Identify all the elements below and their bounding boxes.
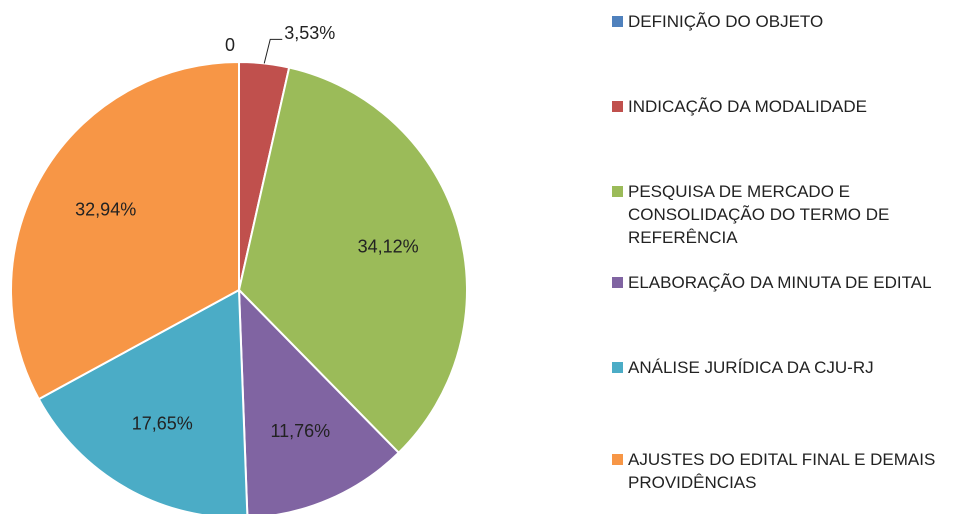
legend-item: INDICAÇÃO DA MODALIDADE bbox=[612, 95, 962, 118]
legend-swatch bbox=[612, 454, 623, 465]
legend-item: PESQUISA DE MERCADO E CONSOLIDAÇÃO DO TE… bbox=[612, 180, 962, 249]
legend-swatch bbox=[612, 277, 623, 288]
legend-swatch bbox=[612, 186, 623, 197]
legend-label: PESQUISA DE MERCADO E CONSOLIDAÇÃO DO TE… bbox=[628, 182, 890, 247]
data-label: 11,76% bbox=[270, 421, 330, 441]
data-label: 3,53% bbox=[284, 23, 335, 43]
leader-line bbox=[263, 38, 283, 64]
pie-area: 0 3,53% 34,12% 11,76% 17,65% 32,94% bbox=[10, 23, 468, 514]
legend-label: ANÁLISE JURÍDICA DA CJU-RJ bbox=[628, 358, 874, 377]
data-label: 17,65% bbox=[132, 413, 193, 433]
legend-label: ELABORAÇÃO DA MINUTA DE EDITAL bbox=[628, 273, 932, 292]
pie-slice bbox=[237, 66, 468, 455]
legend-label: INDICAÇÃO DA MODALIDADE bbox=[628, 97, 867, 116]
legend-label: DEFINIÇÃO DO OBJETO bbox=[628, 12, 824, 31]
legend-item: DEFINIÇÃO DO OBJETO bbox=[612, 10, 962, 33]
legend-swatch bbox=[612, 362, 623, 373]
data-label: 34,12% bbox=[358, 236, 419, 256]
pie-slice bbox=[237, 287, 401, 514]
legend-item: AJUSTES DO EDITAL FINAL E DEMAIS PROVIDÊ… bbox=[612, 448, 962, 494]
legend-swatch bbox=[612, 16, 623, 27]
legend-item: ELABORAÇÃO DA MINUTA DE EDITAL bbox=[612, 271, 962, 294]
legend-label: AJUSTES DO EDITAL FINAL E DEMAIS PROVIDÊ… bbox=[628, 450, 936, 492]
pie-slice bbox=[10, 60, 240, 401]
data-label: 32,94% bbox=[75, 200, 136, 220]
legend-item: ANÁLISE JURÍDICA DA CJU-RJ bbox=[612, 356, 962, 379]
legend-swatch bbox=[612, 101, 623, 112]
pie-slice bbox=[37, 288, 249, 514]
data-label: 0 bbox=[225, 35, 235, 55]
